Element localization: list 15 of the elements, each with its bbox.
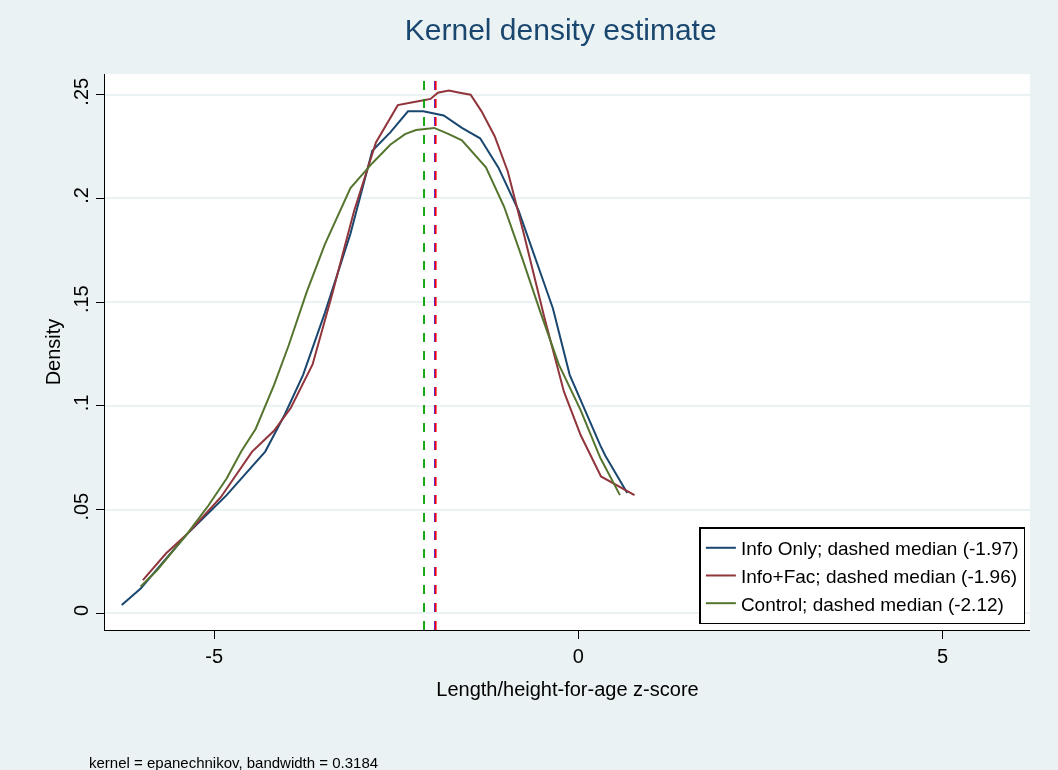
y-tick-label: .2 — [70, 187, 92, 204]
y-tick-label: .25 — [70, 77, 92, 106]
y-tick-label: .05 — [70, 492, 92, 521]
y-tick-label: .15 — [70, 285, 92, 314]
y-tick-label: 0 — [70, 604, 92, 616]
chart-title: Kernel density estimate — [404, 13, 717, 47]
x-tick-label: -5 — [205, 645, 224, 667]
x-tick-label: 5 — [937, 645, 949, 667]
legend-label: Control; dashed median (-2.12) — [740, 593, 1004, 615]
legend-label: Info+Fac; dashed median (-1.96) — [740, 565, 1018, 587]
y-tick-label: .1 — [70, 394, 92, 412]
y-axis-title: Density — [41, 318, 64, 386]
x-axis-title: Length/height-for-age z-score — [436, 677, 699, 700]
legend-label: Info Only; dashed median (-1.97) — [740, 538, 1019, 560]
x-tick-label: 0 — [572, 645, 584, 667]
